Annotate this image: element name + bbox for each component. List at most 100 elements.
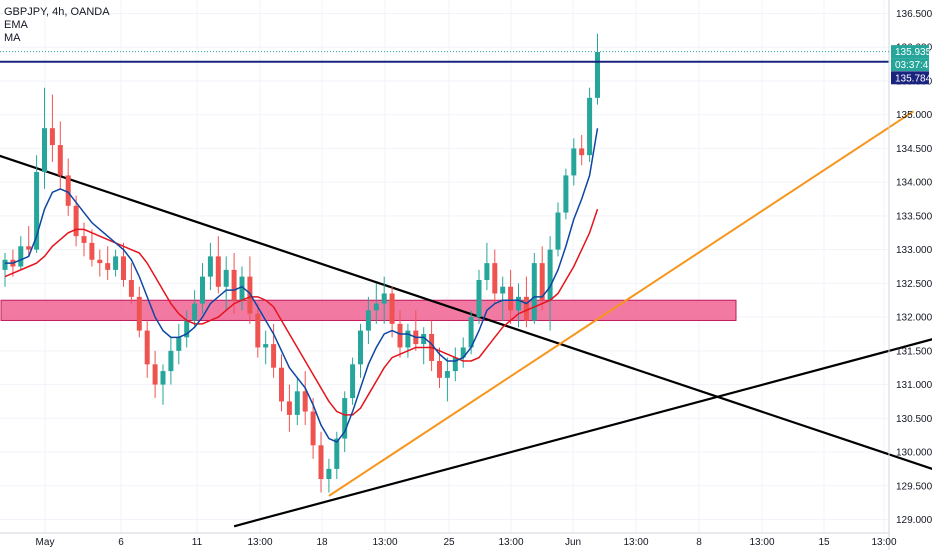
candle bbox=[152, 350, 158, 399]
candle-body bbox=[444, 371, 450, 378]
candle-body bbox=[286, 401, 292, 415]
candle-body bbox=[223, 269, 229, 287]
candle-body bbox=[176, 337, 182, 351]
candle bbox=[26, 226, 32, 257]
candle bbox=[113, 249, 119, 277]
countdown-tag: 03:37:47 bbox=[891, 58, 932, 72]
candle-body bbox=[373, 303, 379, 311]
candle bbox=[405, 323, 411, 358]
price-tick-label: 135.000 bbox=[896, 110, 932, 121]
candle-body bbox=[263, 344, 269, 348]
time-tick-label: 13:00 bbox=[623, 537, 648, 548]
candle bbox=[160, 364, 166, 405]
candle bbox=[531, 253, 537, 324]
time-tick-label: 11 bbox=[192, 537, 203, 548]
candle-body bbox=[34, 172, 40, 250]
candle-body bbox=[294, 391, 300, 415]
candle bbox=[350, 357, 356, 405]
candle-body bbox=[128, 279, 134, 297]
countdown-tag-text: 03:37:47 bbox=[895, 60, 932, 71]
price-tick-label: 130.500 bbox=[896, 414, 932, 425]
time-tick-label: 18 bbox=[316, 537, 328, 548]
candle bbox=[595, 33, 600, 105]
candle-body bbox=[144, 330, 150, 365]
candle-body bbox=[168, 350, 174, 372]
time-tick-label: 25 bbox=[443, 537, 455, 548]
candle bbox=[192, 290, 198, 328]
candle-body bbox=[105, 263, 111, 270]
candle bbox=[176, 323, 182, 365]
time-tick-label: 15 bbox=[818, 537, 830, 548]
candle-body bbox=[97, 259, 103, 264]
trendline-rising-black[interactable] bbox=[233, 293, 932, 528]
symbol-title: GBPJPY, 4h, OANDA bbox=[4, 6, 110, 18]
candle-body bbox=[476, 279, 482, 318]
candle-body bbox=[279, 367, 284, 402]
candle bbox=[49, 94, 55, 162]
horizontal-line-price-tag-text: 135.784 bbox=[895, 73, 932, 84]
candle-body bbox=[555, 212, 561, 250]
candle-body bbox=[523, 296, 529, 321]
price-tick-label: 129.500 bbox=[896, 481, 932, 492]
candle-body bbox=[49, 128, 55, 146]
candle-body bbox=[334, 438, 340, 469]
candle bbox=[65, 158, 71, 216]
trendlines[interactable] bbox=[0, 110, 932, 528]
candle bbox=[381, 276, 387, 324]
price-axis[interactable]: 136.500136.000135.500135.000134.500134.0… bbox=[888, 0, 932, 550]
candle-body bbox=[516, 296, 521, 311]
candle bbox=[579, 134, 585, 166]
candle-body bbox=[500, 286, 506, 294]
candle bbox=[452, 347, 458, 382]
candle bbox=[500, 276, 506, 321]
candle-body bbox=[397, 323, 403, 348]
price-tick-label: 134.000 bbox=[896, 178, 932, 189]
candle bbox=[539, 246, 545, 311]
candle-body bbox=[57, 145, 63, 176]
candle-body bbox=[121, 256, 126, 280]
candle-body bbox=[539, 263, 545, 301]
time-tick-label: 13:00 bbox=[871, 537, 896, 548]
candle bbox=[128, 263, 134, 304]
candle-body bbox=[302, 391, 308, 412]
candle bbox=[263, 330, 269, 365]
candle-body bbox=[207, 256, 213, 277]
candles bbox=[2, 33, 600, 493]
candle bbox=[200, 263, 205, 314]
candle bbox=[2, 253, 8, 287]
candle-body bbox=[358, 330, 363, 365]
candle bbox=[105, 246, 111, 280]
price-tick-label: 129.000 bbox=[896, 515, 932, 526]
candle bbox=[168, 337, 174, 385]
candle bbox=[184, 310, 190, 348]
candle bbox=[326, 458, 332, 493]
trendline-falling-black[interactable] bbox=[0, 142, 932, 527]
candle bbox=[247, 256, 253, 324]
candle bbox=[302, 371, 308, 426]
candle bbox=[207, 242, 213, 291]
candle-body bbox=[421, 333, 427, 345]
candle-body bbox=[350, 364, 356, 399]
price-tick-label: 136.500 bbox=[896, 9, 932, 20]
time-axis[interactable]: May 6 11 13:00 18 13:00 25 13:00 Jun 13:00 8 13:00 1… bbox=[0, 532, 897, 548]
candle bbox=[18, 236, 24, 270]
candle-body bbox=[460, 347, 466, 358]
candle bbox=[555, 202, 561, 257]
candle-body bbox=[310, 411, 316, 446]
candle-body bbox=[342, 398, 348, 439]
price-tick-label: 132.000 bbox=[896, 313, 932, 324]
candle-body bbox=[508, 286, 514, 311]
price-tick-label: 133.000 bbox=[896, 245, 932, 256]
candle bbox=[358, 323, 363, 378]
candle-body bbox=[113, 256, 119, 270]
candle bbox=[255, 303, 261, 358]
candle bbox=[523, 276, 529, 328]
candle-body bbox=[65, 175, 71, 206]
trendline-orange-trend[interactable] bbox=[328, 110, 915, 497]
candle-body bbox=[389, 293, 395, 324]
candle bbox=[286, 384, 292, 432]
price-tick-label: 133.500 bbox=[896, 211, 932, 222]
candle-body bbox=[81, 236, 87, 243]
ema-line bbox=[5, 128, 599, 443]
